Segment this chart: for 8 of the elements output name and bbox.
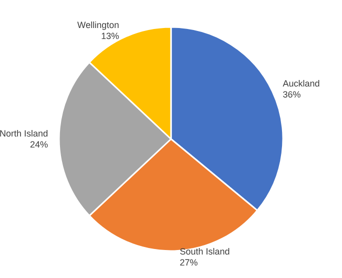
slice-label: Wellington <box>77 20 120 30</box>
data-label: 13% <box>101 31 120 42</box>
slice-label: North Island <box>0 128 48 138</box>
data-label: 36% <box>282 89 301 100</box>
slice-label: Auckland <box>282 78 320 88</box>
data-label: 24% <box>30 140 48 150</box>
data-label: 27% <box>180 257 198 268</box>
slice-label: South Island <box>180 246 230 256</box>
